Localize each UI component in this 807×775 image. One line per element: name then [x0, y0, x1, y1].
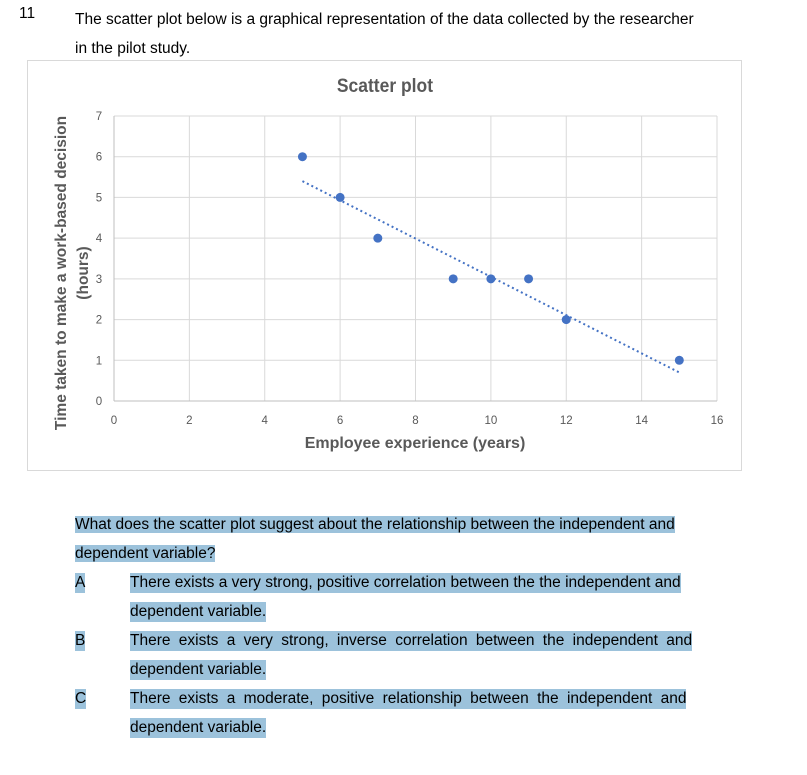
x-tick-label: 6	[337, 415, 343, 427]
option-b-text-line-1[interactable]: There exists a very strong, inverse corr…	[130, 631, 693, 651]
prompt-line-1: What does the scatter plot suggest about…	[75, 516, 675, 533]
y-tick-label: 4	[96, 233, 103, 245]
data-points	[297, 152, 684, 365]
option-a-text-line-2[interactable]: dependent variable.	[130, 602, 267, 622]
option-b-text-line-2[interactable]: dependent variable.	[130, 660, 267, 680]
x-tick-label: 14	[635, 415, 648, 427]
y-tick-label: 7	[96, 111, 102, 123]
option-b-letter[interactable]: B	[75, 631, 86, 651]
x-tick-label: 10	[484, 415, 497, 427]
y-tick-labels: 0 1 2 3 4 5 6 7	[96, 111, 103, 408]
y-tick-label: 2	[96, 315, 102, 327]
option-c-letter[interactable]: C	[75, 689, 87, 709]
option-a-letter[interactable]: A	[75, 573, 86, 593]
option-c-text-line-1[interactable]: There exists a moderate, positive relati…	[130, 689, 687, 709]
y-axis-label-line-1: Time taken to make a work-based decision	[53, 116, 70, 430]
option-c-text-line-2[interactable]: dependent variable.	[130, 718, 267, 738]
data-point	[297, 152, 307, 162]
x-tick-label: 8	[412, 415, 418, 427]
x-tick-label: 2	[186, 415, 192, 427]
question-number: 11	[19, 5, 36, 22]
data-point	[561, 315, 571, 325]
y-axis-label-line-2: (hours)	[75, 246, 92, 299]
y-tick-label: 1	[96, 355, 102, 367]
gridlines	[113, 115, 718, 402]
x-tick-label: 12	[560, 415, 573, 427]
option-a-text-line-1[interactable]: There exists a very strong, positive cor…	[130, 573, 681, 593]
x-tick-label: 0	[111, 415, 117, 427]
prompt-line-2: dependent variable?	[75, 545, 216, 562]
chart-title: Scatter plot	[337, 74, 433, 96]
y-tick-label: 6	[96, 152, 102, 164]
x-tick-label: 4	[262, 415, 269, 427]
intro-line-1: The scatter plot below is a graphical re…	[75, 11, 694, 28]
x-axis-label: Employee experience (years)	[305, 435, 526, 452]
data-point	[335, 192, 345, 202]
data-point	[373, 233, 383, 243]
data-point	[524, 274, 534, 284]
x-tick-labels: 0 2 4 6 8 10 12 14 16	[111, 415, 724, 427]
question-intro: The scatter plot below is a graphical re…	[75, 5, 775, 63]
intro-line-2: in the pilot study.	[75, 40, 191, 57]
data-point	[448, 274, 458, 284]
y-tick-label: 0	[96, 396, 102, 408]
data-point	[674, 355, 684, 365]
data-point	[486, 274, 496, 284]
y-tick-label: 5	[96, 192, 102, 204]
x-tick-label: 16	[711, 415, 724, 427]
y-tick-label: 3	[96, 274, 102, 286]
